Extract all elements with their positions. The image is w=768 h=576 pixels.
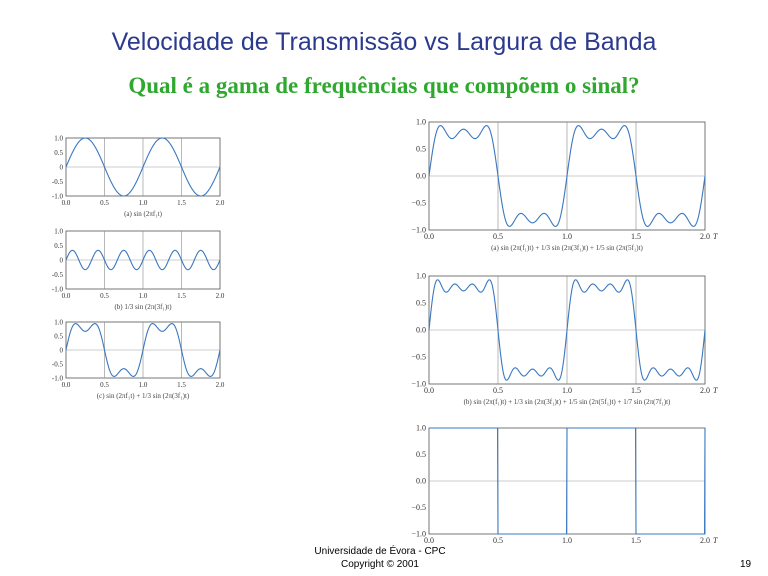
y-tick-label: -1.0 <box>52 286 63 294</box>
x-tick-label: 0.0 <box>62 381 71 389</box>
x-tick-label: 0.0 <box>424 386 434 395</box>
x-tick-label: 0.5 <box>100 381 109 389</box>
y-tick-label: 1.0 <box>416 118 426 127</box>
plot-small-1: 0.0 0.5 1.0 1.5 2.0 1.0 0.5 0 -0.5 -1.0 (a) sin (2… <box>52 132 232 220</box>
y-tick-label: 0.0 <box>416 326 426 335</box>
x-tick-label: 1.5 <box>631 536 641 545</box>
x-tick-label: 1.0 <box>562 232 572 241</box>
x-tick-label: 0.0 <box>424 232 434 241</box>
y-tick-label: 0.5 <box>54 242 63 250</box>
x-tick-label: 0.5 <box>493 386 503 395</box>
x-tick-label: 1.5 <box>177 381 186 389</box>
x-tick-label: 0.5 <box>100 199 109 207</box>
series-line <box>428 125 706 227</box>
x-tick-label: 0.5 <box>493 232 503 241</box>
slide-subtitle: Qual é a gama de frequências que compõem… <box>128 73 640 98</box>
chart-sine-fundamental: 0.0 0.5 1.0 1.5 2.0 1.0 0.5 0 -0.5 -1.0 (a) sin (2… <box>52 135 225 219</box>
x-axis-label: T <box>713 232 718 241</box>
y-tick-label: −0.5 <box>411 199 426 208</box>
series-line <box>65 249 221 271</box>
plot-large-2: 0.0 0.5 1.0 1.5 2.0 1.0 0.5 0.0 −0.5 −1.0 T (b) sin… <box>395 270 735 414</box>
y-tick-label: -0.5 <box>52 271 63 279</box>
chart-caption: (c) sin (2πf₁t) + 1/3 sin (2π(3f₁)t) <box>97 392 190 400</box>
series-line <box>65 137 221 197</box>
plot-small-2: 0.0 0.5 1.0 1.5 2.0 1.0 0.5 0 -0.5 -1.0 (b) 1/3 si… <box>52 225 232 313</box>
x-tick-label: 2.0 <box>216 381 225 389</box>
y-tick-label: -0.5 <box>52 178 63 186</box>
x-tick-label: 2.0 <box>700 536 710 545</box>
y-tick-label: 0.5 <box>416 299 426 308</box>
y-tick-label: −1.0 <box>411 530 426 539</box>
y-tick-label: 0 <box>60 257 64 265</box>
x-tick-label: 1.5 <box>177 292 186 300</box>
x-tick-label: 1.0 <box>562 386 572 395</box>
x-tick-label: 1.0 <box>562 536 572 545</box>
chart-sum-two-harmonics: 0.0 0.5 1.0 1.5 2.0 1.0 0.5 0 -0.5 -1.0 (c) sin (2… <box>52 319 225 401</box>
x-tick-label: 1.5 <box>631 232 641 241</box>
x-tick-label: 1.0 <box>139 292 148 300</box>
chart-caption: (a) sin (2π(f₁)t) + 1/3 sin (2π(3f₁)t) +… <box>491 244 643 252</box>
y-tick-label: 0.5 <box>54 149 63 157</box>
series-line <box>429 427 706 535</box>
chart-caption: (a) sin (2πf₁t) <box>124 210 163 218</box>
y-tick-label: -1.0 <box>52 193 63 201</box>
x-tick-label: 2.0 <box>700 232 710 241</box>
y-tick-label: −0.5 <box>411 503 426 512</box>
x-tick-label: 1.0 <box>139 381 148 389</box>
y-tick-label: 1.0 <box>416 272 426 281</box>
y-tick-label: 0.0 <box>416 172 426 181</box>
series-line <box>65 323 221 377</box>
y-tick-label: 1.0 <box>54 319 63 327</box>
y-tick-label: 1.0 <box>54 135 63 143</box>
y-tick-label: -1.0 <box>52 375 63 383</box>
x-tick-label: 1.5 <box>631 386 641 395</box>
series-line <box>428 279 706 381</box>
x-tick-label: 2.0 <box>700 386 710 395</box>
page-number: 19 <box>740 559 752 570</box>
y-tick-label: −1.0 <box>411 226 426 235</box>
y-tick-label: 1.0 <box>416 424 426 433</box>
x-tick-label: 2.0 <box>216 199 225 207</box>
x-tick-label: 2.0 <box>216 292 225 300</box>
x-axis-label: T <box>713 536 718 545</box>
y-tick-label: 0 <box>60 164 64 172</box>
chart-sum-three-harmonics: 0.0 0.5 1.0 1.5 2.0 1.0 0.5 0.0 −0.5 −1.0 T (a) sin… <box>411 118 718 253</box>
x-tick-label: 0.0 <box>62 292 71 300</box>
footer: Universidade de Évora - CPC Copyright © … <box>300 545 460 571</box>
y-tick-label: 0.5 <box>416 145 426 154</box>
y-tick-label: -0.5 <box>52 361 63 369</box>
x-tick-label: 0.0 <box>62 199 71 207</box>
plot-large-3: 0.0 0.5 1.0 1.5 2.0 1.0 0.5 0.0 −0.5 −1.0 T <box>395 422 735 548</box>
y-tick-label: 0 <box>60 347 64 355</box>
plot-large-1: 0.0 0.5 1.0 1.5 2.0 1.0 0.5 0.0 −0.5 −1.0 T (a) sin… <box>395 116 735 262</box>
x-tick-label: 0.5 <box>493 536 503 545</box>
chart-sum-four-harmonics: 0.0 0.5 1.0 1.5 2.0 1.0 0.5 0.0 −0.5 −1.0 T (b) sin… <box>411 272 718 407</box>
chart-square-wave: 0.0 0.5 1.0 1.5 2.0 1.0 0.5 0.0 −0.5 −1.0 T <box>411 424 718 546</box>
chart-caption: (b) sin (2π(f₁)t) + 1/3 sin (2π(3f₁)t) +… <box>464 398 671 406</box>
chart-sine-third-harmonic: 0.0 0.5 1.0 1.5 2.0 1.0 0.5 0 -0.5 -1.0 (b) 1/3 si… <box>52 228 225 312</box>
y-tick-label: −1.0 <box>411 380 426 389</box>
slide-title: Velocidade de Transmissão vs Largura de … <box>111 28 657 56</box>
footer-copyright: Copyright © 2001 <box>341 559 419 570</box>
y-tick-label: 0.0 <box>416 477 426 486</box>
footer-university: Universidade de Évora - CPC <box>314 546 446 557</box>
x-tick-label: 0.5 <box>100 292 109 300</box>
y-tick-label: 1.0 <box>54 228 63 236</box>
y-tick-label: 0.5 <box>416 450 426 459</box>
x-tick-label: 0.0 <box>424 536 434 545</box>
x-axis-label: T <box>713 386 718 395</box>
chart-caption: (b) 1/3 sin (2π(3f₁)t) <box>114 303 172 311</box>
x-tick-label: 1.0 <box>139 199 148 207</box>
y-tick-label: 0.5 <box>54 333 63 341</box>
x-tick-label: 1.5 <box>177 199 186 207</box>
plot-small-3: 0.0 0.5 1.0 1.5 2.0 1.0 0.5 0 -0.5 -1.0 (c) sin (2… <box>52 316 232 401</box>
y-tick-label: −0.5 <box>411 353 426 362</box>
